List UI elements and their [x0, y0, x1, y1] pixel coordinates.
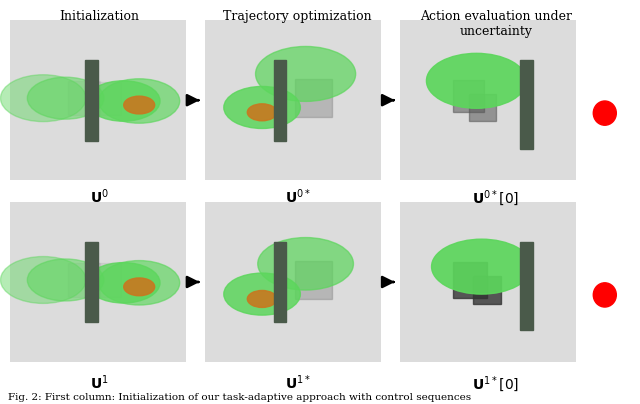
Ellipse shape: [224, 86, 300, 128]
Bar: [453, 80, 484, 112]
Bar: [520, 242, 532, 330]
Ellipse shape: [86, 81, 160, 121]
Ellipse shape: [99, 261, 180, 305]
Ellipse shape: [28, 259, 104, 301]
Ellipse shape: [1, 75, 86, 122]
Bar: [274, 60, 287, 141]
Ellipse shape: [247, 104, 277, 121]
Ellipse shape: [255, 46, 356, 101]
Bar: [295, 79, 332, 117]
Bar: [84, 60, 97, 141]
Bar: [295, 261, 332, 299]
Bar: [205, 202, 381, 362]
Text: $\mathbf{U}^{0*}[0]$: $\mathbf{U}^{0*}[0]$: [472, 188, 520, 208]
Ellipse shape: [593, 101, 616, 125]
Text: $\mathbf{U}^{0*}$: $\mathbf{U}^{0*}$: [285, 188, 310, 206]
Bar: [469, 95, 497, 120]
Text: Fig. 2: First column: Initialization of our task-adaptive approach with control : Fig. 2: First column: Initialization of …: [8, 393, 471, 402]
Bar: [400, 20, 576, 180]
Bar: [84, 242, 97, 322]
Bar: [68, 263, 100, 297]
Bar: [472, 276, 501, 304]
Bar: [68, 81, 100, 116]
Ellipse shape: [1, 257, 86, 303]
Bar: [10, 20, 186, 180]
Ellipse shape: [431, 239, 532, 294]
Bar: [90, 263, 121, 297]
Bar: [453, 262, 486, 298]
Bar: [205, 20, 381, 180]
Text: $\mathbf{U}^{1*}[0]$: $\mathbf{U}^{1*}[0]$: [472, 374, 520, 393]
Ellipse shape: [426, 53, 527, 108]
Bar: [520, 60, 532, 149]
Ellipse shape: [247, 290, 277, 307]
Ellipse shape: [124, 96, 155, 114]
Bar: [400, 202, 576, 362]
Ellipse shape: [593, 283, 616, 307]
Text: $\mathbf{U}^0$: $\mathbf{U}^0$: [90, 188, 109, 206]
Bar: [90, 82, 121, 115]
Bar: [10, 202, 186, 362]
Text: Initialization: Initialization: [60, 10, 140, 23]
Ellipse shape: [28, 77, 104, 119]
Text: $\mathbf{U}^1$: $\mathbf{U}^1$: [90, 374, 109, 392]
Ellipse shape: [86, 263, 160, 303]
Ellipse shape: [224, 273, 300, 315]
Text: Action evaluation under
uncertainty: Action evaluation under uncertainty: [420, 10, 572, 38]
Text: $\mathbf{U}^{1*}$: $\mathbf{U}^{1*}$: [285, 374, 310, 392]
Ellipse shape: [99, 79, 180, 123]
Ellipse shape: [258, 238, 353, 290]
Text: Trajectory optimization: Trajectory optimization: [223, 10, 372, 23]
Ellipse shape: [124, 278, 155, 296]
Bar: [274, 242, 287, 322]
